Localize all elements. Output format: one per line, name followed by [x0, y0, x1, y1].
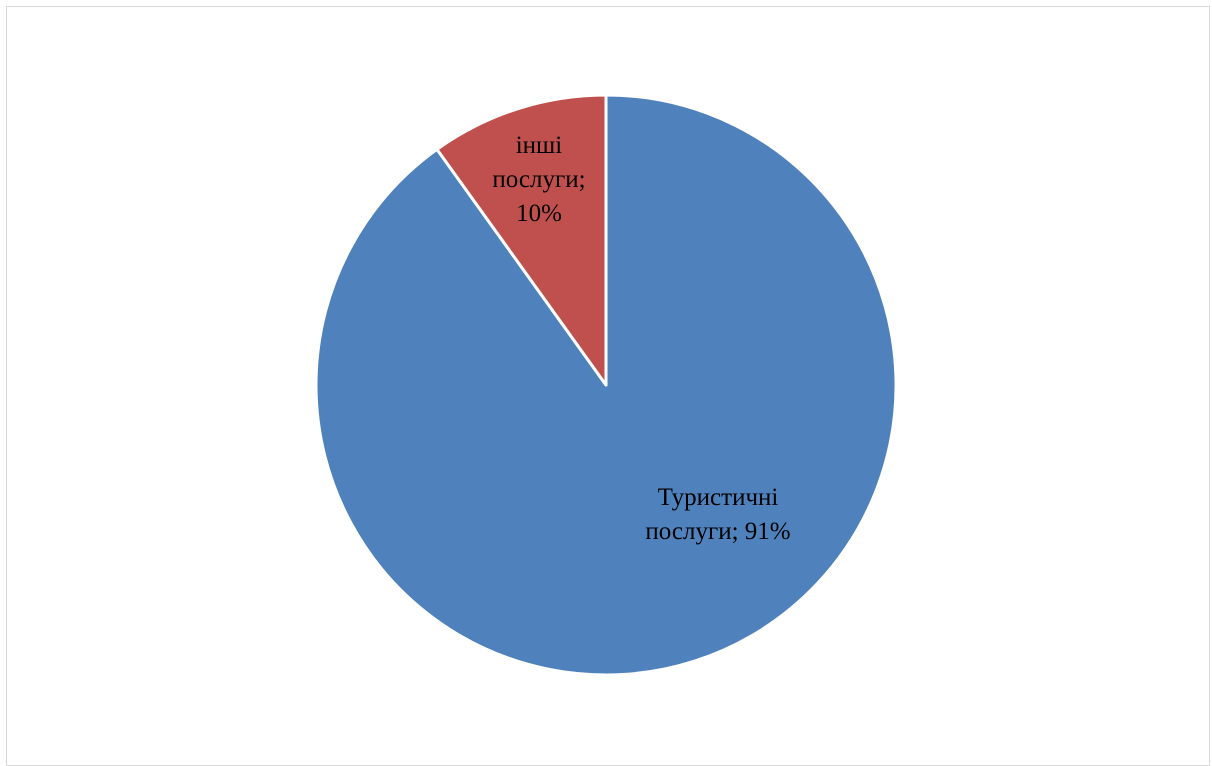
pie-slice-label-line: послуги;: [492, 166, 585, 193]
pie-slice-2: [435, 93, 608, 387]
pie-slice-label-2: інші послуги; 10%: [492, 132, 585, 227]
pie-slice-label-line: Туристичні: [658, 484, 779, 511]
pie-slice-label-line: інші: [516, 132, 563, 159]
pie-slice-label-line: 10%: [516, 200, 562, 227]
pie-slice-label-1: Туристичні послуги; 91%: [645, 484, 790, 545]
pie-labels: Туристичні послуги; 91% інші послуги; 10%: [492, 132, 790, 545]
pie-slices: [314, 93, 898, 677]
pie-slice-label-line: послуги; 91%: [645, 518, 790, 545]
